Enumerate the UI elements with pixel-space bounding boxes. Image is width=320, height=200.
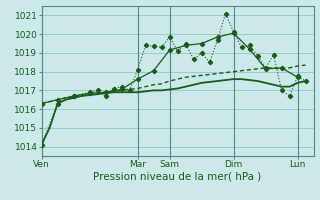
X-axis label: Pression niveau de la mer( hPa ): Pression niveau de la mer( hPa ) [93, 172, 262, 182]
